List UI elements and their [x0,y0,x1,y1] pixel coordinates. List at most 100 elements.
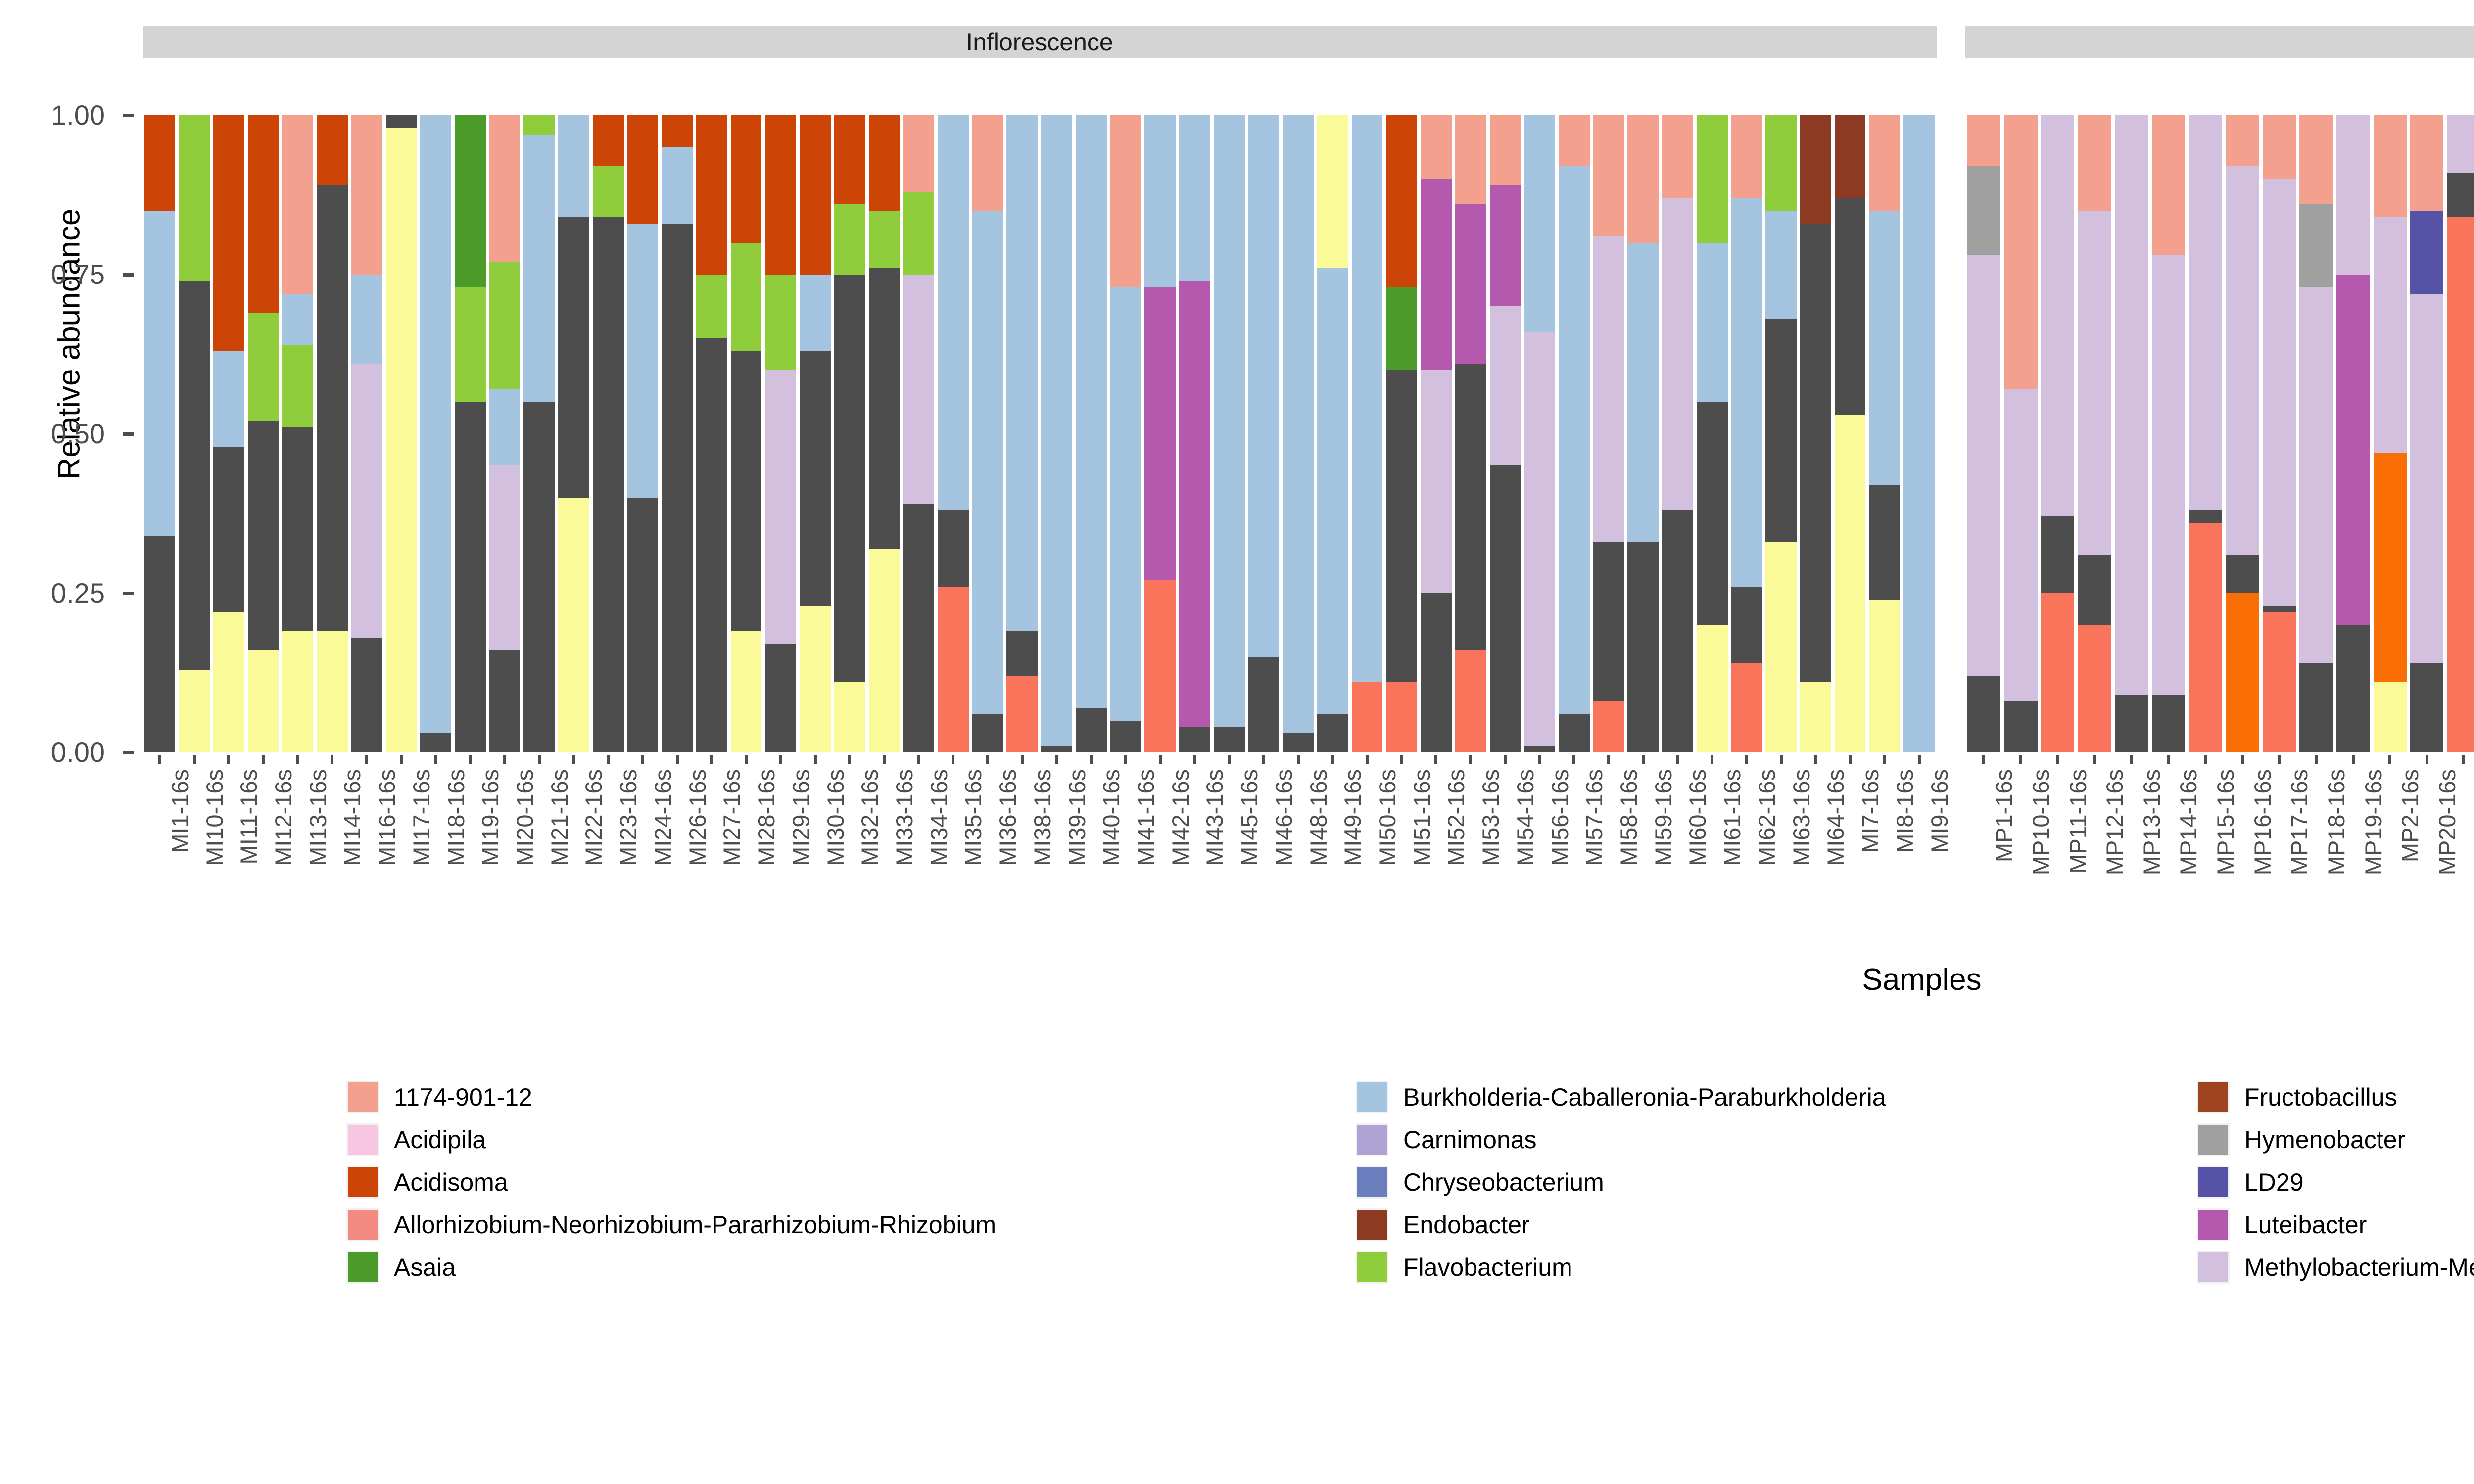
bar-column[interactable] [1178,115,1212,752]
stacked-bar[interactable] [800,115,831,752]
bar-column[interactable] [1661,115,1695,752]
bar-segment[interactable] [2262,605,2296,612]
bar-segment[interactable] [317,631,348,752]
legend-item[interactable]: Flavobacterium [1356,1246,2157,1289]
bar-segment[interactable] [282,115,314,294]
stacked-bar[interactable] [558,115,589,752]
bar-segment[interactable] [2041,593,2075,752]
bar-column[interactable] [2334,115,2372,752]
bar-segment[interactable] [1351,682,1383,752]
bar-segment[interactable] [1455,204,1486,364]
bar-segment[interactable] [489,262,521,389]
bar-segment[interactable] [868,115,900,211]
stacked-bar[interactable] [2041,115,2075,752]
bar-segment[interactable] [489,465,521,650]
stacked-bar[interactable] [1213,115,1245,752]
bar-segment[interactable] [1179,115,1210,281]
bar-segment[interactable] [1967,166,2000,256]
stacked-bar[interactable] [1967,115,2000,752]
stacked-bar[interactable] [696,115,727,752]
bar-column[interactable] [2224,115,2261,752]
bar-column[interactable] [1419,115,1454,752]
bar-segment[interactable] [1834,198,1866,415]
stacked-bar[interactable] [662,115,693,752]
bar-column[interactable] [211,115,246,752]
bar-segment[interactable] [2373,115,2407,218]
bar-segment[interactable] [1558,714,1590,752]
bar-segment[interactable] [454,402,486,752]
bar-column[interactable] [1108,115,1143,752]
bar-segment[interactable] [1489,115,1521,186]
bar-segment[interactable] [2336,115,2370,275]
bar-column[interactable] [2002,115,2040,752]
legend-item[interactable]: Fructobacillus [2197,1076,2474,1118]
bar-column[interactable] [902,115,936,752]
bar-segment[interactable] [385,128,417,752]
bar-column[interactable] [2298,115,2335,752]
stacked-bar[interactable] [1110,115,1142,752]
bar-segment[interactable] [2262,179,2296,606]
stacked-bar[interactable] [1903,115,1935,752]
bar-segment[interactable] [903,504,935,752]
stacked-bar[interactable] [1800,115,1831,752]
bar-segment[interactable] [1455,115,1486,205]
bar-segment[interactable] [2226,555,2259,593]
bar-segment[interactable] [247,313,279,421]
stacked-bar[interactable] [2336,115,2370,752]
bar-column[interactable] [2372,115,2409,752]
bar-segment[interactable] [1283,733,1314,752]
bar-segment[interactable] [1800,115,1831,224]
bar-segment[interactable] [2299,115,2333,205]
bar-segment[interactable] [2410,115,2444,211]
bar-segment[interactable] [1144,115,1176,287]
bar-segment[interactable] [972,211,1003,714]
bar-segment[interactable] [1869,485,1901,600]
stacked-bar[interactable] [2410,115,2444,752]
bar-segment[interactable] [972,714,1003,752]
stacked-bar[interactable] [868,115,900,752]
bar-segment[interactable] [1903,115,1935,752]
bar-segment[interactable] [1110,720,1142,752]
bar-segment[interactable] [2004,701,2038,752]
bar-segment[interactable] [2226,166,2259,555]
bar-segment[interactable] [627,497,659,752]
bar-segment[interactable] [1731,587,1762,663]
bar-segment[interactable] [1696,625,1728,752]
bar-segment[interactable] [800,115,831,275]
bar-column[interactable] [349,115,384,752]
stacked-bar[interactable] [2115,115,2148,752]
bar-segment[interactable] [1662,198,1693,510]
bar-segment[interactable] [834,275,865,683]
stacked-bar[interactable] [317,115,348,752]
bar-column[interactable] [1729,115,1764,752]
bar-segment[interactable] [1765,115,1797,211]
bar-segment[interactable] [2189,510,2222,523]
bar-segment[interactable] [489,115,521,262]
bar-segment[interactable] [1593,542,1624,701]
bar-segment[interactable] [2410,293,2444,663]
bar-segment[interactable] [2226,593,2259,752]
bar-segment[interactable] [2447,115,2474,173]
bar-segment[interactable] [800,275,831,351]
bar-segment[interactable] [1765,211,1797,320]
stacked-bar[interactable] [1696,115,1728,752]
bar-segment[interactable] [730,351,762,632]
stacked-bar[interactable] [454,115,486,752]
bar-segment[interactable] [489,650,521,752]
bar-segment[interactable] [696,115,727,275]
bar-segment[interactable] [2447,172,2474,218]
bar-column[interactable] [522,115,557,752]
bar-segment[interactable] [2410,211,2444,294]
bar-segment[interactable] [1869,599,1901,752]
bar-segment[interactable] [420,733,451,752]
bar-segment[interactable] [1834,115,1866,198]
bar-segment[interactable] [1731,115,1762,198]
stacked-bar[interactable] [1455,115,1486,752]
legend-item[interactable]: Asaia [346,1246,1286,1289]
bar-segment[interactable] [903,115,935,192]
bar-segment[interactable] [213,351,244,447]
bar-segment[interactable] [592,166,624,218]
stacked-bar[interactable] [1351,115,1383,752]
bar-column[interactable] [1040,115,1074,752]
bar-segment[interactable] [1627,115,1659,243]
